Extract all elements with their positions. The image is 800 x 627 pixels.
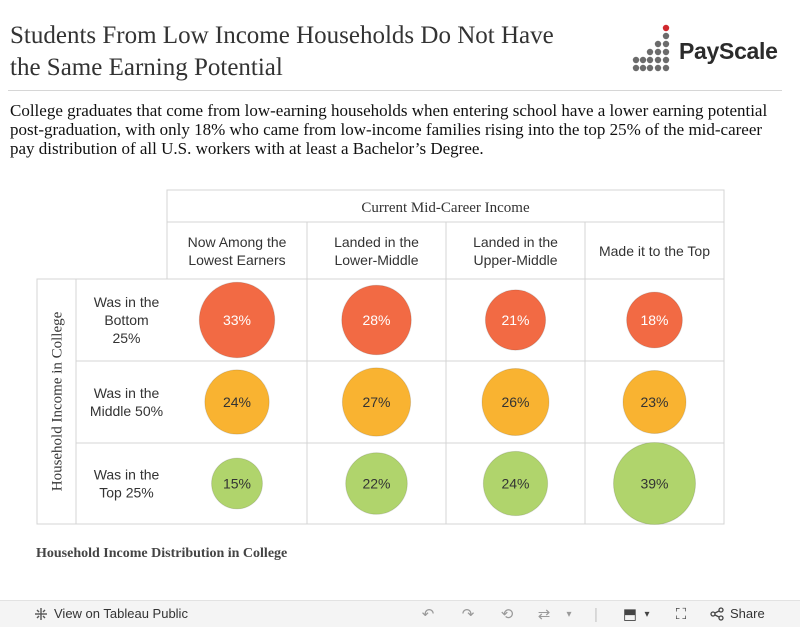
bubble-label: 21%: [501, 312, 529, 328]
download-icon[interactable]: ⬒: [622, 606, 638, 623]
bubble: [341, 284, 412, 356]
column-label: Upper-Middle: [473, 252, 557, 268]
bubble: [345, 452, 408, 515]
bubble-label: 22%: [362, 476, 390, 492]
row-label: 25%: [112, 330, 140, 346]
bubble-label: 23%: [640, 394, 668, 410]
bubble-label: 33%: [223, 312, 251, 328]
bubble: [198, 281, 276, 359]
row-label: Was in the: [94, 385, 160, 401]
bubble: [211, 457, 263, 510]
row-label: Bottom: [104, 312, 148, 328]
column-label: Made it to the Top: [599, 243, 710, 259]
bubble: [613, 442, 696, 525]
column-label: Landed in the: [334, 234, 419, 250]
title-divider: [8, 90, 782, 91]
bubble: [341, 367, 412, 437]
column-header-label: Current Mid-Career Income: [361, 200, 530, 216]
tableau-toolbar: View on Tableau Public ↶ ↷ ⟲ ⇄ ▾ | ⬒ ▾ ⛶…: [0, 600, 800, 627]
bubble-label: 28%: [362, 312, 390, 328]
fullscreen-icon[interactable]: ⛶: [675, 605, 687, 623]
download-dropdown-icon[interactable]: ▾: [644, 608, 650, 620]
column-label: Lower-Middle: [334, 252, 418, 268]
row-header-label: Household Income in College: [50, 311, 66, 491]
bubble-matrix-chart: Current Mid-Career Income Now Among the Lo…: [36, 189, 725, 525]
refresh-icon[interactable]: ⇄: [537, 606, 551, 623]
bubble: [484, 289, 547, 351]
bubble: [482, 450, 549, 517]
tableau-logo-icon: [35, 607, 47, 620]
bubble-label: 39%: [640, 476, 668, 492]
bubble-label: 24%: [501, 476, 529, 492]
share-button[interactable]: Share: [710, 606, 765, 621]
undo-icon[interactable]: ↶: [421, 606, 435, 623]
bubble-label: 27%: [362, 394, 390, 410]
column-label: Lowest Earners: [188, 252, 285, 268]
bubble-label: 18%: [640, 312, 668, 328]
legend-title: Household Income Distribution in College: [36, 546, 288, 561]
payscale-logo: [632, 24, 670, 72]
toolbar-separator: |: [594, 605, 598, 623]
row-label: Was in the: [94, 294, 160, 310]
column-label: Now Among the: [188, 234, 287, 250]
bubble-label: 15%: [223, 476, 251, 492]
view-on-tableau-link[interactable]: View on Tableau Public: [34, 606, 188, 621]
chart-subtitle: College graduates that come from low-ear…: [10, 101, 768, 158]
logo-dots-icon: [632, 24, 670, 72]
chart-title: Students From Low Income Households Do N…: [10, 22, 554, 81]
redo-icon[interactable]: ↷: [461, 606, 475, 623]
revert-icon[interactable]: ⟲: [500, 606, 514, 623]
column-label: Landed in the: [473, 234, 558, 250]
share-icon: [710, 606, 724, 621]
bubble: [481, 368, 550, 436]
grid-body-box: [75, 278, 725, 525]
bubble-label: 26%: [501, 394, 529, 410]
row-label: Middle 50%: [90, 403, 163, 419]
bubble-label: 24%: [223, 394, 251, 410]
logo-text: PayScale: [679, 38, 778, 64]
row-label: Was in the: [94, 467, 160, 483]
row-label: Top 25%: [99, 485, 153, 501]
bubble: [622, 370, 687, 434]
share-label: Share: [730, 606, 765, 621]
refresh-dropdown-icon[interactable]: ▾: [566, 608, 572, 620]
view-on-tableau-label: View on Tableau Public: [54, 606, 188, 621]
bubble: [204, 369, 270, 435]
bubble: [626, 291, 683, 349]
